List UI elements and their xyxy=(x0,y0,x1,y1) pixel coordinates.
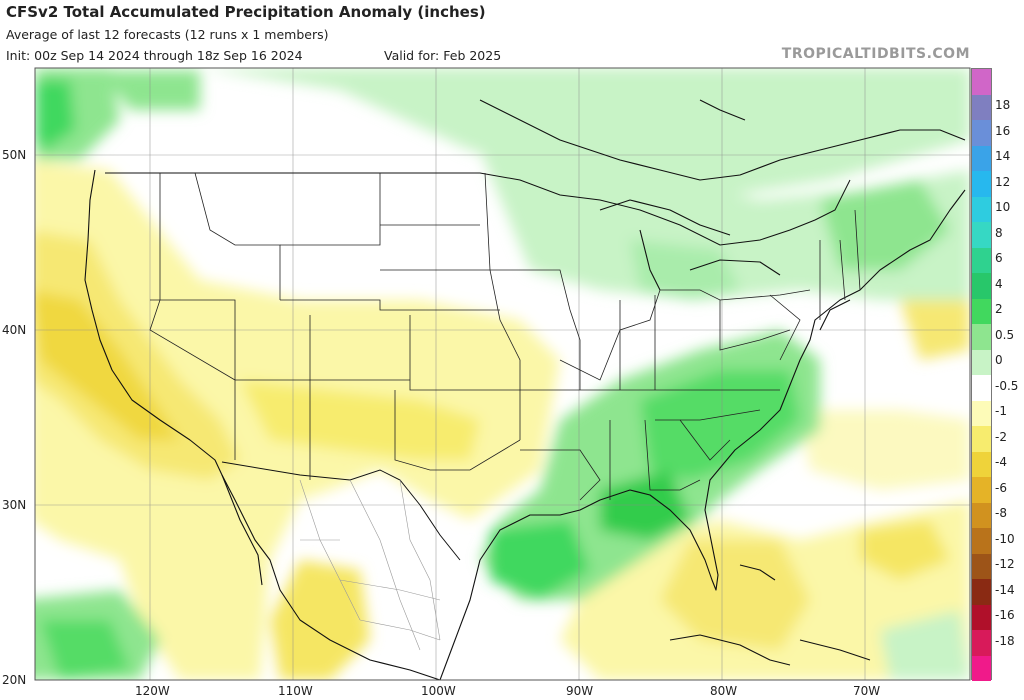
colorbar-tick-label: 0 xyxy=(995,353,1003,368)
colorbar-tick-label: 18 xyxy=(995,98,1011,113)
lon-label-80w: 80W xyxy=(710,684,738,698)
colorbar-segment xyxy=(972,451,991,477)
colorbar-tick-label: 16 xyxy=(995,123,1011,138)
colorbar-tick-label: 2 xyxy=(995,302,1003,317)
colorbar-tick-label: 14 xyxy=(995,149,1011,164)
lat-label-50n: 50N xyxy=(2,148,27,162)
colorbar-segment xyxy=(972,375,991,401)
colorbar-tick-label: 6 xyxy=(995,251,1003,266)
colorbar-tick-label: 8 xyxy=(995,225,1003,240)
colorbar-tick-label: -0.5 xyxy=(995,378,1019,393)
colorbar-tick-label: -6 xyxy=(995,480,1007,495)
country-borders xyxy=(105,172,851,561)
colorbar-tick-label: -16 xyxy=(995,608,1015,623)
colorbar-segment xyxy=(972,247,991,273)
colorbar-tick-label: 0.5 xyxy=(995,327,1015,342)
colorbar-segment-top xyxy=(972,69,991,95)
colorbar-tick-label: -8 xyxy=(995,506,1007,521)
map-subtitle: Average of last 12 forecasts (12 runs x … xyxy=(6,27,329,42)
colorbar-tick-label: 4 xyxy=(995,276,1003,291)
colorbar-tick-label: -2 xyxy=(995,429,1007,444)
colorbar xyxy=(971,68,992,681)
colorbar-segment xyxy=(972,553,991,579)
state-borders xyxy=(149,172,861,501)
coastlines xyxy=(84,99,966,680)
lon-label-100w: 100W xyxy=(421,684,456,698)
colorbar-segment xyxy=(972,324,991,350)
anomaly-fill xyxy=(35,68,970,680)
colorbar-segment xyxy=(972,145,991,171)
colorbar-segment xyxy=(972,400,991,426)
colorbar-segment xyxy=(972,273,991,299)
colorbar-tick-label: 12 xyxy=(995,174,1011,189)
colorbar-segment xyxy=(972,222,991,248)
mexico-borders xyxy=(299,479,441,651)
lon-label-110w: 110W xyxy=(278,684,313,698)
colorbar-segment xyxy=(972,630,991,656)
colorbar-segment xyxy=(972,528,991,554)
lat-label-30n: 30N xyxy=(2,498,27,512)
map-title: CFSv2 Total Accumulated Precipitation An… xyxy=(6,3,486,21)
colorbar-segment xyxy=(972,298,991,324)
colorbar-segment xyxy=(972,196,991,222)
colorbar-tick-label: -14 xyxy=(995,582,1015,597)
colorbar-tick-label: 10 xyxy=(995,200,1011,215)
colorbar-segment xyxy=(972,604,991,630)
colorbar-tick-label: -10 xyxy=(995,531,1015,546)
map-frame xyxy=(34,67,971,681)
colorbar-segment xyxy=(972,579,991,605)
colorbar-segment xyxy=(972,502,991,528)
init-time: Init: 00z Sep 14 2024 through 18z Sep 16… xyxy=(6,48,303,63)
lon-label-120w: 120W xyxy=(135,684,170,698)
graticule xyxy=(35,68,970,680)
colorbar-segment xyxy=(972,477,991,503)
colorbar-segment xyxy=(972,94,991,120)
lon-label-70w: 70W xyxy=(853,684,881,698)
colorbar-tick-label: -12 xyxy=(995,557,1015,572)
brand-watermark: TROPICALTIDBITS.COM xyxy=(781,46,970,62)
colorbar-segment-bottom xyxy=(972,655,991,681)
colorbar-segment xyxy=(972,426,991,452)
valid-time: Valid for: Feb 2025 xyxy=(384,48,502,63)
colorbar-tick-label: -18 xyxy=(995,633,1015,648)
colorbar-tick-label: -1 xyxy=(995,404,1007,419)
lon-label-90w: 90W xyxy=(566,684,594,698)
lat-label-20n: 20N xyxy=(2,673,27,687)
lat-label-40n: 40N xyxy=(2,323,27,337)
colorbar-tick-label: -4 xyxy=(995,455,1007,470)
colorbar-segment xyxy=(972,349,991,375)
colorbar-segment xyxy=(972,171,991,197)
colorbar-segment xyxy=(972,120,991,146)
